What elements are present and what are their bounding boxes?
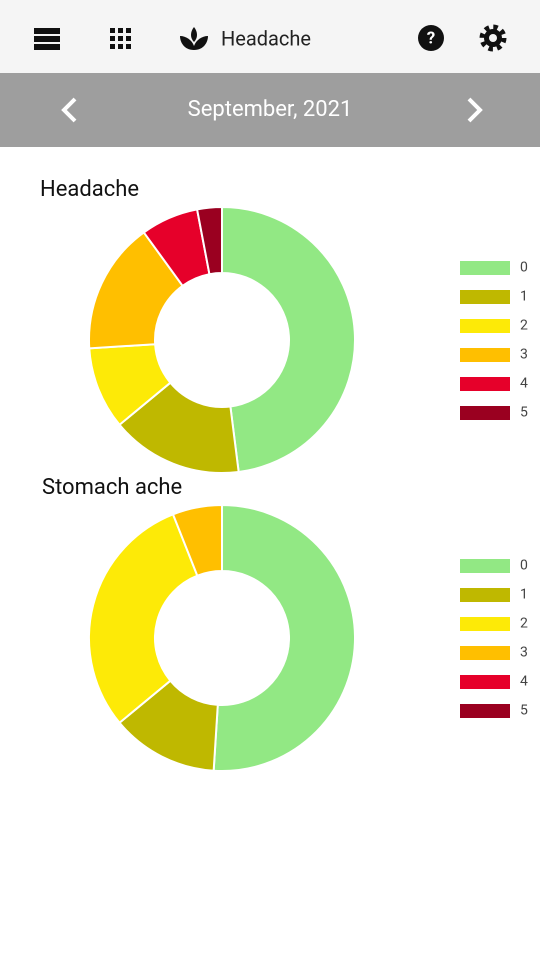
legend-label: 2 (520, 318, 528, 334)
donut-segment (221, 205, 356, 474)
legend-swatch (460, 646, 510, 660)
month-bar (0, 73, 540, 147)
legend-swatch (460, 406, 510, 420)
svg-text:?: ? (427, 28, 435, 48)
legend-swatch (460, 704, 510, 718)
legend-swatch (460, 559, 510, 573)
donut-segment (212, 503, 356, 772)
app-title: Headache (221, 26, 311, 50)
next-month[interactable] (467, 97, 483, 123)
legend-swatch (460, 377, 510, 391)
legend-swatch (460, 319, 510, 333)
legend-label: 5 (520, 405, 528, 421)
legend-label: 3 (520, 645, 528, 661)
legend-label: 3 (520, 347, 528, 363)
grid-icon[interactable] (110, 28, 131, 49)
legend-swatch (460, 290, 510, 304)
legend-swatch (460, 588, 510, 602)
legend-swatch (460, 261, 510, 275)
donut-segment (195, 205, 223, 276)
legend-label: 0 (520, 260, 528, 276)
legend-label: 5 (520, 703, 528, 719)
chart-title: Stomach ache (42, 475, 182, 500)
legend-swatch (460, 348, 510, 362)
symptom-icon[interactable] (180, 27, 208, 50)
legend-label: 4 (520, 674, 528, 690)
legend-label: 1 (520, 289, 528, 305)
legend-swatch (460, 617, 510, 631)
legend-label: 4 (520, 376, 528, 392)
legend-label: 2 (520, 616, 528, 632)
chart-title: Headache (40, 177, 139, 202)
month-label: September, 2021 (188, 97, 353, 122)
donut-segment (171, 503, 223, 578)
legend-label: 1 (520, 587, 528, 603)
prev-month[interactable] (61, 97, 77, 123)
legend-swatch (460, 675, 510, 689)
app-bar (0, 0, 540, 73)
help-icon[interactable]: ? (418, 25, 444, 51)
settings-icon[interactable] (479, 24, 507, 52)
menu-icon[interactable] (34, 28, 60, 50)
donut-segment (88, 513, 199, 725)
legend-label: 0 (520, 558, 528, 574)
